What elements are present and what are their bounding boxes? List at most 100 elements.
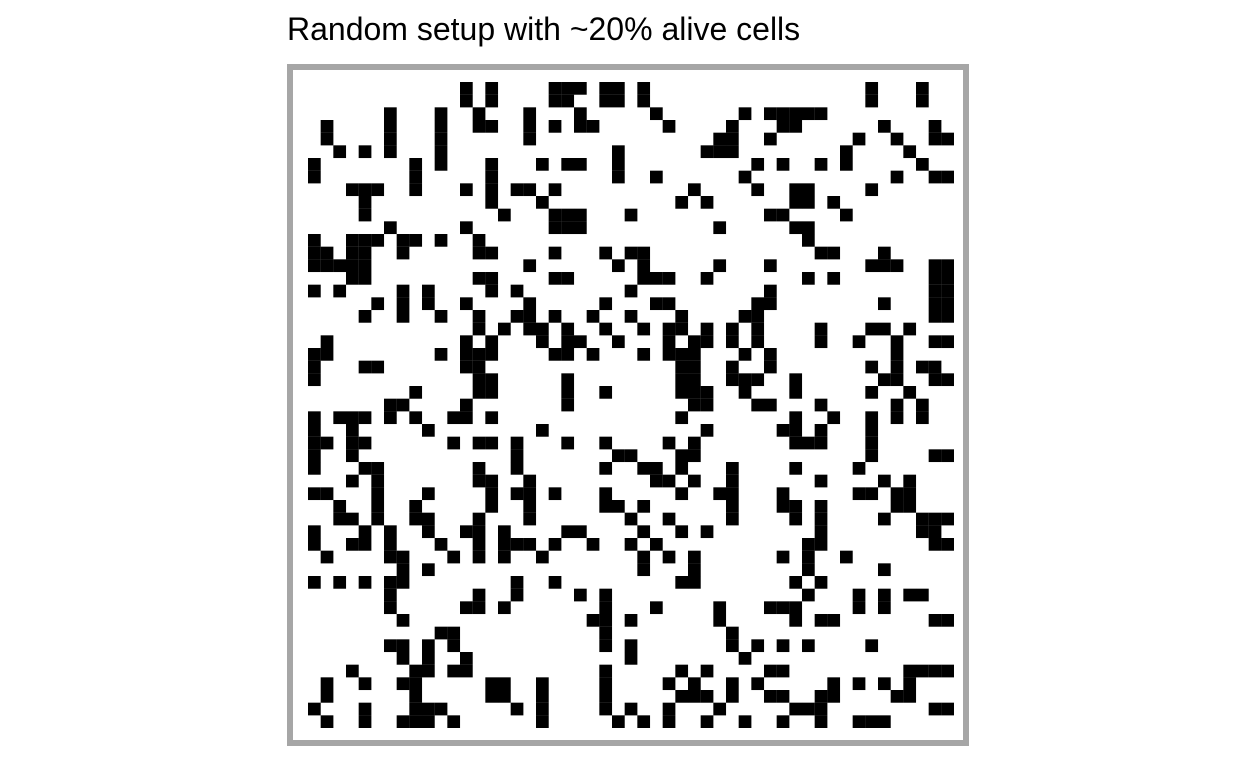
alive-cell[interactable] (878, 474, 891, 488)
alive-cell[interactable] (434, 158, 448, 171)
alive-cell[interactable] (802, 234, 815, 247)
alive-cell[interactable] (624, 310, 638, 323)
alive-cell[interactable] (320, 120, 334, 133)
alive-cell[interactable] (308, 462, 321, 475)
alive-cell[interactable] (776, 158, 790, 171)
alive-cell[interactable] (890, 335, 904, 349)
alive-cell[interactable] (472, 538, 486, 551)
alive-cell[interactable] (852, 487, 866, 501)
alive-cell[interactable] (384, 120, 397, 133)
alive-cell[interactable] (320, 246, 334, 260)
alive-cell[interactable] (903, 500, 917, 513)
alive-cell[interactable] (561, 436, 575, 450)
alive-cell[interactable] (409, 500, 423, 513)
alive-cell[interactable] (485, 272, 499, 285)
alive-cell[interactable] (523, 297, 537, 311)
alive-cell[interactable] (396, 576, 410, 589)
alive-cell[interactable] (384, 145, 397, 159)
alive-cell[interactable] (688, 335, 701, 349)
alive-cell[interactable] (599, 94, 613, 108)
alive-cell[interactable] (928, 702, 942, 716)
alive-cell[interactable] (700, 386, 714, 399)
alive-cell[interactable] (700, 398, 714, 412)
alive-cell[interactable] (928, 335, 942, 349)
alive-cell[interactable] (485, 411, 499, 425)
alive-cell[interactable] (675, 449, 689, 463)
alive-cell[interactable] (460, 348, 473, 361)
alive-cell[interactable] (612, 715, 625, 728)
alive-cell[interactable] (751, 322, 765, 336)
alive-cell[interactable] (903, 588, 917, 602)
alive-cell[interactable] (802, 639, 815, 653)
alive-cell[interactable] (764, 284, 777, 298)
alive-cell[interactable] (574, 335, 587, 349)
alive-cell[interactable] (536, 550, 549, 564)
alive-cell[interactable] (548, 538, 562, 551)
alive-cell[interactable] (409, 158, 423, 171)
alive-cell[interactable] (713, 614, 727, 627)
alive-cell[interactable] (371, 512, 385, 526)
alive-cell[interactable] (878, 120, 891, 133)
alive-cell[interactable] (485, 348, 499, 361)
alive-cell[interactable] (498, 690, 511, 703)
alive-cell[interactable] (688, 386, 701, 399)
alive-cell[interactable] (802, 196, 815, 209)
alive-cell[interactable] (599, 664, 613, 678)
alive-cell[interactable] (320, 436, 334, 450)
alive-cell[interactable] (523, 512, 537, 526)
alive-cell[interactable] (346, 512, 359, 526)
alive-cell[interactable] (688, 690, 701, 703)
alive-cell[interactable] (650, 272, 663, 285)
alive-cell[interactable] (358, 576, 372, 589)
alive-cell[interactable] (903, 677, 917, 691)
alive-cell[interactable] (789, 500, 803, 513)
alive-cell[interactable] (384, 576, 397, 589)
alive-cell[interactable] (624, 639, 638, 653)
alive-cell[interactable] (726, 373, 739, 387)
alive-cell[interactable] (472, 120, 486, 133)
alive-cell[interactable] (928, 272, 942, 285)
alive-cell[interactable] (308, 424, 321, 437)
alive-cell[interactable] (675, 322, 689, 336)
alive-cell[interactable] (409, 386, 423, 399)
alive-cell[interactable] (751, 297, 765, 311)
alive-cell[interactable] (460, 221, 473, 235)
alive-cell[interactable] (460, 335, 473, 349)
alive-cell[interactable] (878, 588, 891, 602)
alive-cell[interactable] (434, 310, 448, 323)
alive-cell[interactable] (485, 677, 499, 691)
alive-cell[interactable] (358, 702, 372, 716)
alive-cell[interactable] (447, 664, 461, 678)
alive-cell[interactable] (320, 335, 334, 349)
alive-cell[interactable] (396, 677, 410, 691)
alive-cell[interactable] (650, 107, 663, 121)
alive-cell[interactable] (409, 715, 423, 728)
alive-cell[interactable] (586, 120, 600, 133)
alive-cell[interactable] (637, 563, 651, 577)
alive-cell[interactable] (764, 348, 777, 361)
alive-cell[interactable] (650, 538, 663, 551)
alive-cell[interactable] (688, 348, 701, 361)
alive-cell[interactable] (561, 398, 575, 412)
alive-cell[interactable] (409, 170, 423, 184)
alive-cell[interactable] (599, 588, 613, 602)
alive-cell[interactable] (308, 538, 321, 551)
alive-cell[interactable] (928, 132, 942, 146)
alive-cell[interactable] (624, 512, 638, 526)
alive-cell[interactable] (396, 715, 410, 728)
alive-cell[interactable] (890, 132, 904, 146)
alive-cell[interactable] (713, 601, 727, 615)
alive-cell[interactable] (574, 82, 587, 95)
alive-cell[interactable] (700, 715, 714, 728)
alive-cell[interactable] (764, 297, 777, 311)
alive-cell[interactable] (903, 664, 917, 678)
alive-cell[interactable] (333, 512, 347, 526)
alive-cell[interactable] (751, 310, 765, 323)
alive-cell[interactable] (612, 335, 625, 349)
alive-cell[interactable] (865, 436, 879, 450)
alive-cell[interactable] (928, 373, 942, 387)
alive-cell[interactable] (308, 284, 321, 298)
alive-cell[interactable] (865, 82, 879, 95)
alive-cell[interactable] (308, 360, 321, 374)
alive-cell[interactable] (814, 474, 828, 488)
